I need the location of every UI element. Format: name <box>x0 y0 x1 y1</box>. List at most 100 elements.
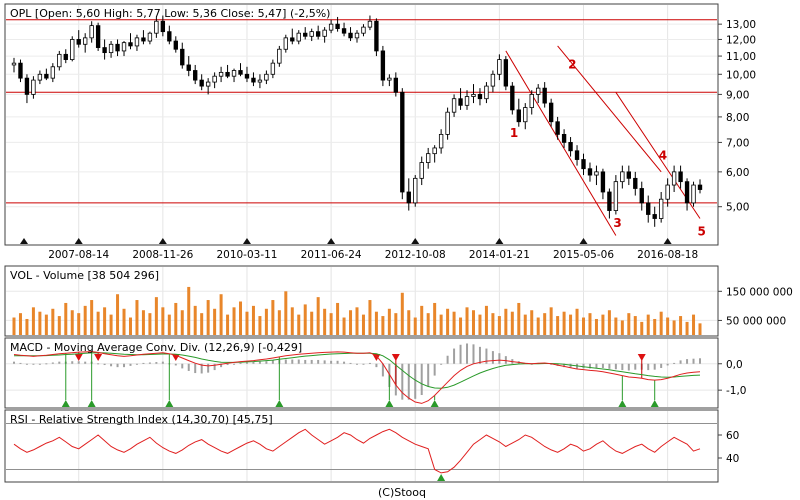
candle-down <box>18 62 23 79</box>
candle-down <box>652 214 657 219</box>
volume-bar <box>329 313 333 335</box>
candle-down <box>180 48 185 66</box>
volume-bar <box>627 313 631 335</box>
volume-bar <box>594 318 598 335</box>
period-marker <box>74 238 83 244</box>
candle-up <box>665 184 670 200</box>
candle-up <box>277 48 282 64</box>
volume-bar <box>374 311 378 335</box>
volume-bar <box>361 314 365 335</box>
candle-up <box>70 39 75 60</box>
macd-histogram-bar <box>614 363 617 370</box>
volume-bar <box>504 308 508 335</box>
candle-up <box>523 107 528 123</box>
candle-up <box>212 75 217 83</box>
candle-up <box>154 20 159 34</box>
volume-bar <box>452 311 456 335</box>
candle-down <box>335 23 340 30</box>
candle-up <box>613 181 619 211</box>
volume-bar <box>154 297 158 335</box>
candle-down <box>646 202 651 215</box>
volume-bar <box>484 305 488 335</box>
volume-bar <box>206 300 210 335</box>
volume-bar <box>116 294 120 335</box>
macd-histogram-bar <box>686 359 689 364</box>
candle-down <box>568 142 573 152</box>
macd-histogram-bar <box>194 363 197 374</box>
volume-bar <box>90 300 94 335</box>
candle-down <box>678 171 683 183</box>
trend-line <box>505 50 617 236</box>
macd-histogram-bar <box>148 362 151 364</box>
candle-down <box>315 31 321 37</box>
macd-histogram-bar <box>433 363 436 376</box>
candle-down <box>503 59 509 87</box>
candle-up <box>322 29 327 37</box>
volume-bar <box>70 310 74 335</box>
macd-histogram-bar <box>563 363 566 368</box>
period-marker <box>411 238 420 244</box>
macd-histogram-bar <box>653 363 656 370</box>
volume-bar <box>342 317 346 335</box>
candle-down <box>600 171 606 193</box>
volume-bar <box>672 320 676 335</box>
candle-up <box>134 37 140 47</box>
candle-down <box>186 64 191 71</box>
volume-bar <box>646 314 650 335</box>
period-marker <box>579 238 588 244</box>
volume-bar <box>659 311 663 335</box>
buy-signal-marker <box>87 400 96 407</box>
candle-down <box>639 188 644 204</box>
macd-histogram-bar <box>666 363 669 366</box>
macd-histogram-bar <box>51 362 54 364</box>
candle-down <box>697 184 703 190</box>
candle-down <box>542 87 547 104</box>
y-tick-label: 60 <box>726 430 739 442</box>
macd-histogram-bar <box>155 362 158 364</box>
y-tick-label: 5,00 <box>726 202 749 214</box>
period-marker <box>663 238 672 244</box>
volume-bar <box>569 314 573 335</box>
candle-down <box>548 102 554 123</box>
volume-bar <box>200 313 204 335</box>
candle-up <box>367 20 373 28</box>
macd-histogram-bar <box>142 362 145 364</box>
volume-bar <box>400 292 404 335</box>
x-tick-label: 2008-11-26 <box>132 249 193 261</box>
trend-line <box>557 45 662 173</box>
volume-bar <box>530 310 534 335</box>
macd-histogram-bar <box>297 359 300 364</box>
sell-signal-marker <box>391 354 400 361</box>
wave-label: 2 <box>568 58 576 72</box>
volume-bar <box>446 308 450 335</box>
volume-bar <box>517 302 521 335</box>
volume-bar <box>187 286 191 335</box>
macd-histogram-bar <box>161 361 164 364</box>
volume-bar <box>135 300 139 335</box>
candle-down <box>193 70 198 81</box>
candle-up <box>296 32 301 42</box>
volume-bar <box>381 316 385 335</box>
macd-histogram-bar <box>181 363 184 369</box>
buy-signal-marker <box>618 400 627 407</box>
candle-up <box>205 81 211 87</box>
volume-bar <box>25 318 29 335</box>
candle-down <box>44 73 49 79</box>
volume-bar <box>413 317 417 335</box>
volume-bar <box>465 307 469 335</box>
candle-down <box>406 191 411 204</box>
volume-bar <box>96 311 100 335</box>
volume-bar <box>161 307 165 335</box>
macd-histogram-bar <box>621 363 624 371</box>
candle-up <box>83 37 88 45</box>
macd-histogram-bar <box>32 363 35 365</box>
volume-bar <box>258 316 262 335</box>
candle-up <box>497 59 502 75</box>
volume-bar <box>336 302 340 335</box>
volume-bar <box>549 307 553 335</box>
volume-bar <box>174 302 178 335</box>
macd-histogram-bar <box>582 363 585 369</box>
volume-bar <box>582 317 586 335</box>
macd-histogram-bar <box>323 360 326 364</box>
